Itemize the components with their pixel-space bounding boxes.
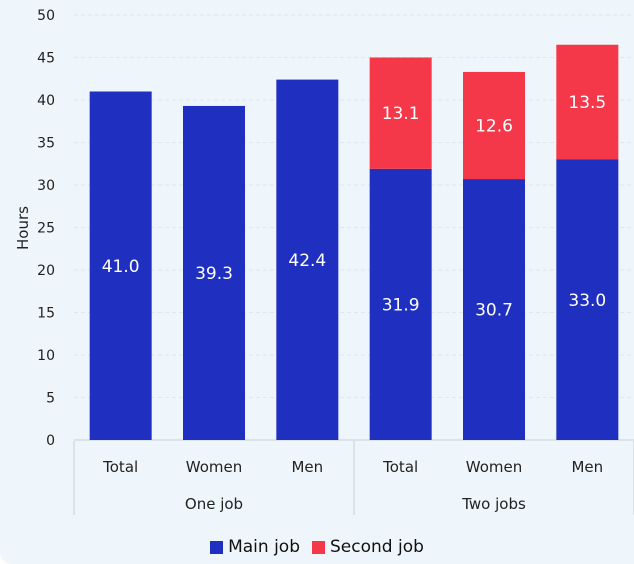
bar-second-job [556,44,619,160]
category-label: Total [382,458,418,476]
category-label: Men [291,458,323,476]
category-label: Women [466,458,522,476]
bar-main-job [183,105,245,440]
data-label: 33.0 [568,291,606,311]
group-label: One job [185,495,243,513]
data-label: 41.0 [102,257,140,277]
data-label: 31.9 [382,295,420,315]
y-tick-label: 20 [37,263,55,279]
data-label: 30.7 [475,301,513,321]
data-label: 42.4 [288,251,326,271]
legend-label: Main job [228,537,300,557]
data-label: 13.1 [382,104,420,124]
y-tick-label: 10 [37,348,55,364]
y-tick-label: 30 [37,178,55,194]
y-tick-label: 15 [37,306,55,322]
y-tick-label: 50 [37,8,55,24]
y-tick-label: 25 [37,221,55,237]
y-tick-label: 0 [46,433,55,449]
bar-main-job [556,159,619,440]
y-axis-label: Hours [14,206,32,250]
bar-main-job [276,79,339,440]
y-tick-label: 40 [37,93,55,109]
y-tick-label: 5 [46,391,55,407]
legend-swatch [210,540,224,554]
category-label: Women [186,458,242,476]
y-tick-label: 35 [37,136,55,152]
data-label: 12.6 [475,117,513,137]
bar-main-job [463,179,525,441]
bar-main-job [369,168,432,440]
group-label: Two jobs [461,495,526,513]
legend-item: Second job [312,537,424,557]
bar-main-job [89,91,152,440]
bar-second-job [369,57,432,169]
legend-swatch [312,540,325,554]
legend-item: Main job [210,537,300,557]
category-label: Total [102,458,138,476]
bar-second-job [463,71,525,180]
stacked-bar-chart: 0 5 10 15 20 25 30 35 40 45 50 Hours 41.0 Total 39.3 Wo… [14,8,634,515]
y-tick-label: 45 [37,51,55,67]
category-label: Men [571,458,603,476]
legend-label: Second job [330,537,424,557]
data-label: 13.5 [568,93,606,113]
legend: Main job Second job [0,537,634,557]
data-label: 39.3 [195,264,233,284]
